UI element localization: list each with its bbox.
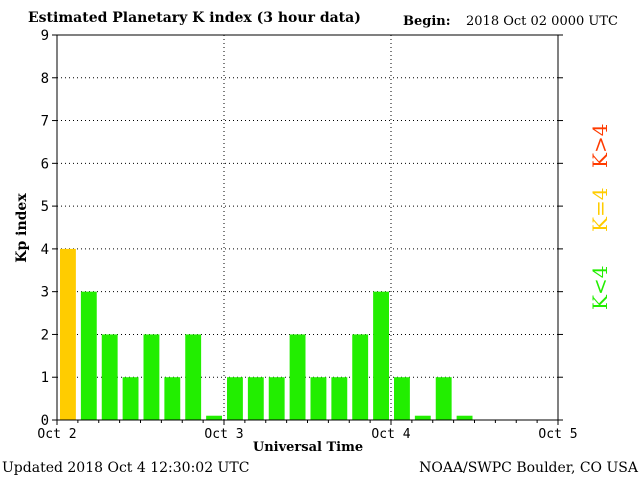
legend-below-4: K<4 — [588, 265, 612, 310]
y-tick-label: 4 — [41, 242, 49, 258]
y-tick-label: 6 — [41, 156, 49, 172]
y-tick-label: 1 — [41, 370, 49, 386]
kp-bar — [268, 377, 285, 420]
kp-bar — [310, 377, 327, 420]
grid-lines — [57, 35, 558, 420]
kp-bar — [164, 377, 181, 420]
y-tick-labels: 0 1 2 3 4 5 6 7 8 9 — [41, 28, 49, 429]
x-tick-label: Oct 2 — [37, 427, 76, 442]
kp-bar — [247, 377, 264, 420]
kp-bar — [352, 334, 369, 420]
y-axis-label: Kp index — [14, 193, 30, 263]
y-tick-label: 3 — [41, 285, 49, 301]
updated-timestamp: Updated 2018 Oct 4 12:30:02 UTC — [2, 460, 250, 476]
kp-bar — [206, 415, 222, 420]
y-tick-label: 0 — [41, 413, 49, 429]
y-tick-label: 2 — [41, 327, 49, 343]
kp-bar — [60, 248, 76, 420]
kp-bar — [101, 334, 118, 420]
x-axis-label: Universal Time — [252, 440, 364, 455]
x-tick-label: Oct 3 — [204, 427, 243, 442]
begin-label: Begin: — [403, 14, 451, 29]
kp-bar — [435, 377, 452, 420]
kp-bar — [414, 415, 431, 420]
kp-bar — [289, 334, 306, 420]
kp-bar — [227, 377, 243, 420]
kp-bar — [331, 377, 348, 420]
source-credit: NOAA/SWPC Boulder, CO USA — [419, 460, 638, 476]
kp-bar — [143, 334, 160, 420]
bars — [60, 248, 473, 420]
kp-bar — [185, 334, 202, 420]
y-tick-label: 9 — [41, 28, 49, 44]
plot-frame — [56, 34, 559, 421]
kp-bar — [394, 377, 410, 420]
x-tick-label: Oct 4 — [371, 427, 410, 442]
legend-equal-4: K=4 — [588, 187, 612, 232]
kp-bar — [122, 377, 139, 420]
y-tick-label: 8 — [41, 71, 49, 87]
kp-bar — [373, 291, 389, 420]
legend-above-4: K>4 — [588, 123, 612, 168]
y-tick-label: 5 — [41, 199, 49, 215]
kp-bar — [80, 291, 97, 420]
kp-bar — [456, 415, 473, 420]
x-tick-label: Oct 5 — [538, 427, 577, 442]
x-tick-labels: Oct 2 Oct 3 Oct 4 Oct 5 — [37, 427, 577, 442]
tick-marks — [52, 34, 563, 425]
chart-title: Estimated Planetary K index (3 hour data… — [28, 10, 361, 26]
begin-value: 2018 Oct 02 0000 UTC — [466, 14, 618, 29]
y-tick-label: 7 — [41, 114, 49, 130]
